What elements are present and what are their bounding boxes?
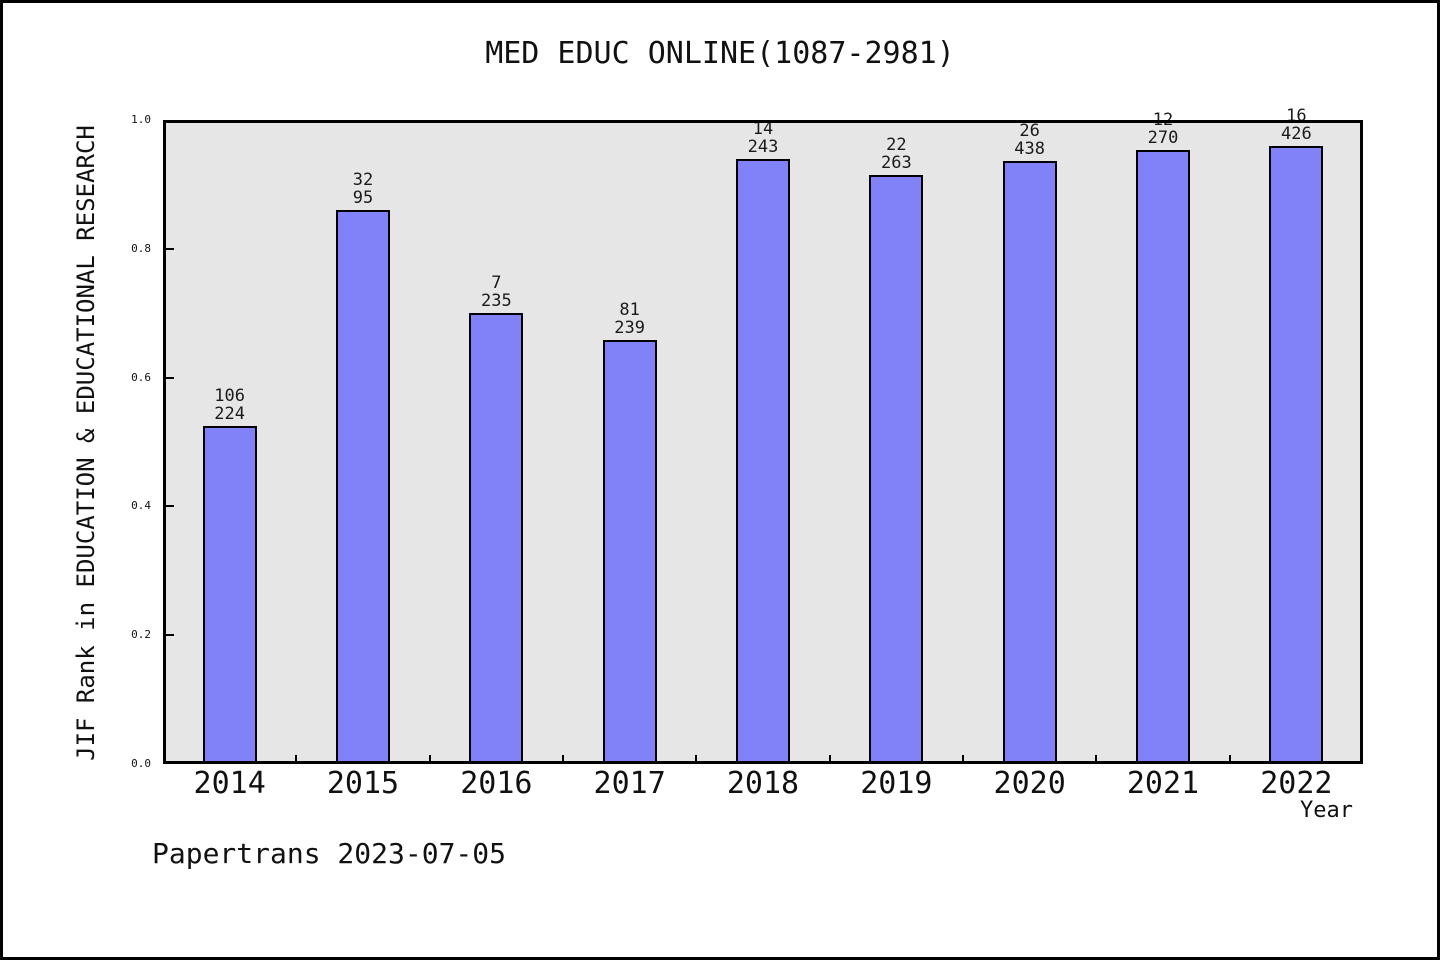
bar-value-label-2017: 81 239: [564, 301, 696, 337]
bar-rank-2016: 7: [491, 273, 502, 293]
x-minor-tick: [695, 755, 698, 764]
bar-2019: [869, 175, 924, 764]
x-tick-label-2014: 2014: [193, 766, 266, 801]
bar-rank-2017: 81: [619, 300, 640, 320]
bar-value-label-2022: 16 426: [1230, 107, 1362, 143]
y-tick-label-0.2: 0.2: [131, 628, 151, 641]
bar-total-2016: 235: [480, 291, 512, 311]
x-minor-tick: [295, 755, 298, 764]
chart-title: MED EDUC ONLINE(1087-2981): [485, 36, 955, 71]
x-minor-tick: [1228, 755, 1231, 764]
bar-total-2017: 239: [614, 318, 646, 338]
bar-value-label-2016: 7 235: [430, 274, 562, 310]
bar-2014: [202, 426, 257, 764]
x-minor-tick: [1095, 755, 1098, 764]
y-tick-label-1.0: 1.0: [131, 113, 151, 126]
bar-2021: [1136, 150, 1190, 764]
x-tick-label-2018: 2018: [726, 766, 800, 801]
bar-value-label-2021: 12 270: [1097, 111, 1229, 147]
x-axis-label: Year: [1300, 798, 1353, 823]
bar-2018: [736, 159, 790, 764]
bar-value-label-2018: 14 243: [697, 120, 829, 156]
x-tick-label-2021: 2021: [1126, 766, 1200, 801]
bar-value-label-2020: 26 438: [964, 122, 1096, 158]
bar-value-label-2015: 32 95: [297, 171, 429, 207]
bar-total-2015: 95: [352, 188, 374, 208]
bar-2017: [602, 340, 657, 764]
y-axis-label: JIF Rank in EDUCATION & EDUCATIONAL RESE…: [72, 125, 100, 761]
bar-2016: [469, 313, 524, 764]
bar-2022: [1269, 146, 1324, 764]
y-tick-mark-0.4: [163, 505, 174, 507]
x-tick-label-2019: 2019: [860, 766, 933, 801]
x-tick-label-2020: 2020: [993, 766, 1066, 801]
bar-rank-2022: 16: [1286, 106, 1307, 126]
bar-total-2020: 438: [1014, 139, 1046, 159]
watermark-text: Papertrans 2023-07-05: [152, 837, 507, 870]
y-tick-mark-0.2: [163, 634, 174, 636]
x-tick-label-2022: 2022: [1260, 766, 1333, 801]
x-minor-tick: [562, 755, 564, 764]
bar-2015: [336, 210, 390, 764]
bar-rank-2019: 22: [886, 135, 907, 155]
bar-total-2019: 263: [880, 153, 912, 173]
y-tick-label-0.6: 0.6: [131, 371, 151, 384]
x-tick-label-2017: 2017: [593, 766, 666, 801]
x-minor-tick: [828, 755, 831, 764]
y-tick-label-0.8: 0.8: [131, 242, 151, 255]
x-tick-label-2015: 2015: [326, 766, 400, 801]
bar-rank-2014: 106: [214, 386, 246, 406]
bar-total-2022: 426: [1280, 124, 1312, 144]
x-minor-tick: [962, 755, 964, 764]
y-tick-label-0.4: 0.4: [131, 499, 151, 512]
bar-rank-2021: 12: [1152, 110, 1174, 130]
bar-rank-2018: 14: [752, 119, 774, 139]
bar-total-2018: 243: [747, 137, 779, 157]
x-tick-label-2016: 2016: [460, 766, 533, 801]
bar-value-label-2014: 106 224: [164, 387, 296, 423]
bar-total-2021: 270: [1147, 128, 1179, 148]
bar-2020: [1002, 161, 1057, 764]
y-tick-mark-0.8: [163, 248, 174, 250]
x-minor-tick: [428, 755, 431, 764]
bar-rank-2015: 32: [352, 170, 374, 190]
y-tick-label-0.0: 0.0: [131, 757, 151, 770]
y-tick-mark-0.6: [163, 377, 174, 379]
plot-area: 106 224 2014 32 95 2015 7 235 2016 81 239 2017 14 243…: [131, 107, 1363, 801]
bar-total-2014: 224: [214, 404, 246, 424]
bar-value-label-2019: 22 263: [830, 136, 962, 172]
bar-rank-2020: 26: [1019, 121, 1040, 141]
